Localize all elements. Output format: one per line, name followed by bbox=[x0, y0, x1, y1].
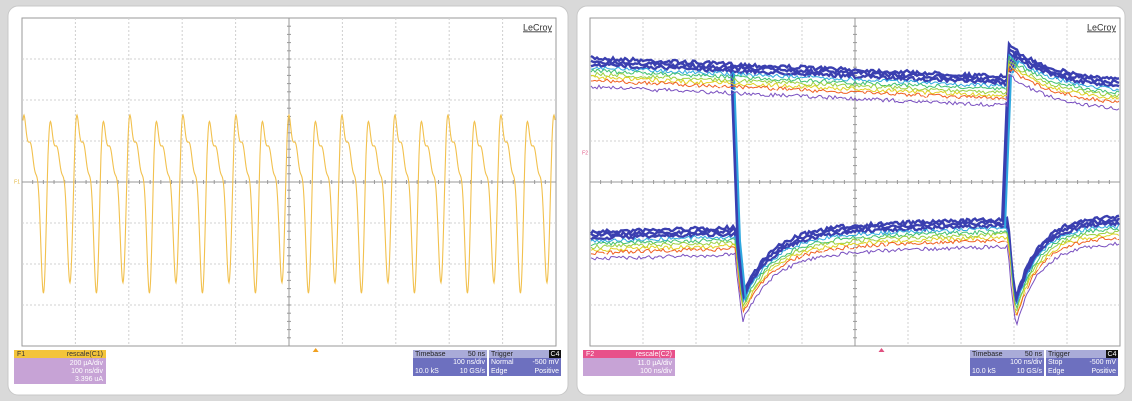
screenshot: LeCroyF1F1rescale(C1)200 µA/div100 ns/di… bbox=[0, 0, 1132, 401]
function-line: 200 µA/div bbox=[70, 360, 104, 367]
trigger-mode: Stop bbox=[1048, 359, 1063, 366]
timebase-rate: 10 GS/s bbox=[460, 368, 486, 375]
trigger-type: Edge bbox=[1048, 368, 1064, 375]
timebase-label: Timebase bbox=[972, 351, 1003, 358]
function-name: rescale(C2) bbox=[636, 351, 672, 358]
brand-logo: LeCroy bbox=[523, 22, 553, 32]
function-id: F1 bbox=[17, 351, 25, 358]
trigger-type: Edge bbox=[491, 368, 507, 375]
trigger-level: -500 mV bbox=[1090, 359, 1117, 366]
function-id: F2 bbox=[586, 351, 594, 358]
trace-marker: F1 bbox=[14, 179, 20, 185]
trigger-source: C4 bbox=[1108, 351, 1117, 358]
function-name: rescale(C1) bbox=[67, 351, 103, 358]
trigger-slope: Positive bbox=[1091, 368, 1116, 375]
timebase-per-div: 100 ns/div bbox=[1010, 359, 1042, 366]
timebase-label: Timebase bbox=[415, 351, 446, 358]
function-line: 3.396 uA bbox=[75, 376, 103, 383]
trigger-level: -500 mV bbox=[533, 359, 560, 366]
timebase-samples: 10.0 kS bbox=[972, 368, 996, 375]
function-line: 11.0 µA/div bbox=[637, 360, 672, 367]
timebase-per-div: 100 ns/div bbox=[453, 359, 485, 366]
timebase-delay: 50 ns bbox=[468, 351, 486, 358]
trigger-label: Trigger bbox=[1048, 351, 1071, 358]
trace-marker: F2 bbox=[582, 150, 588, 156]
trigger-label: Trigger bbox=[491, 351, 514, 358]
timebase-delay: 50 ns bbox=[1025, 351, 1043, 358]
timebase-samples: 10.0 kS bbox=[415, 368, 439, 375]
trigger-slope: Positive bbox=[534, 368, 559, 375]
function-line: 100 ns/div bbox=[71, 368, 103, 375]
timebase-rate: 10 GS/s bbox=[1017, 368, 1043, 375]
brand-logo: LeCroy bbox=[1087, 22, 1117, 32]
trigger-source: C4 bbox=[551, 351, 560, 358]
trigger-mode: Normal bbox=[491, 359, 514, 366]
function-line: 100 ns/div bbox=[640, 368, 672, 375]
